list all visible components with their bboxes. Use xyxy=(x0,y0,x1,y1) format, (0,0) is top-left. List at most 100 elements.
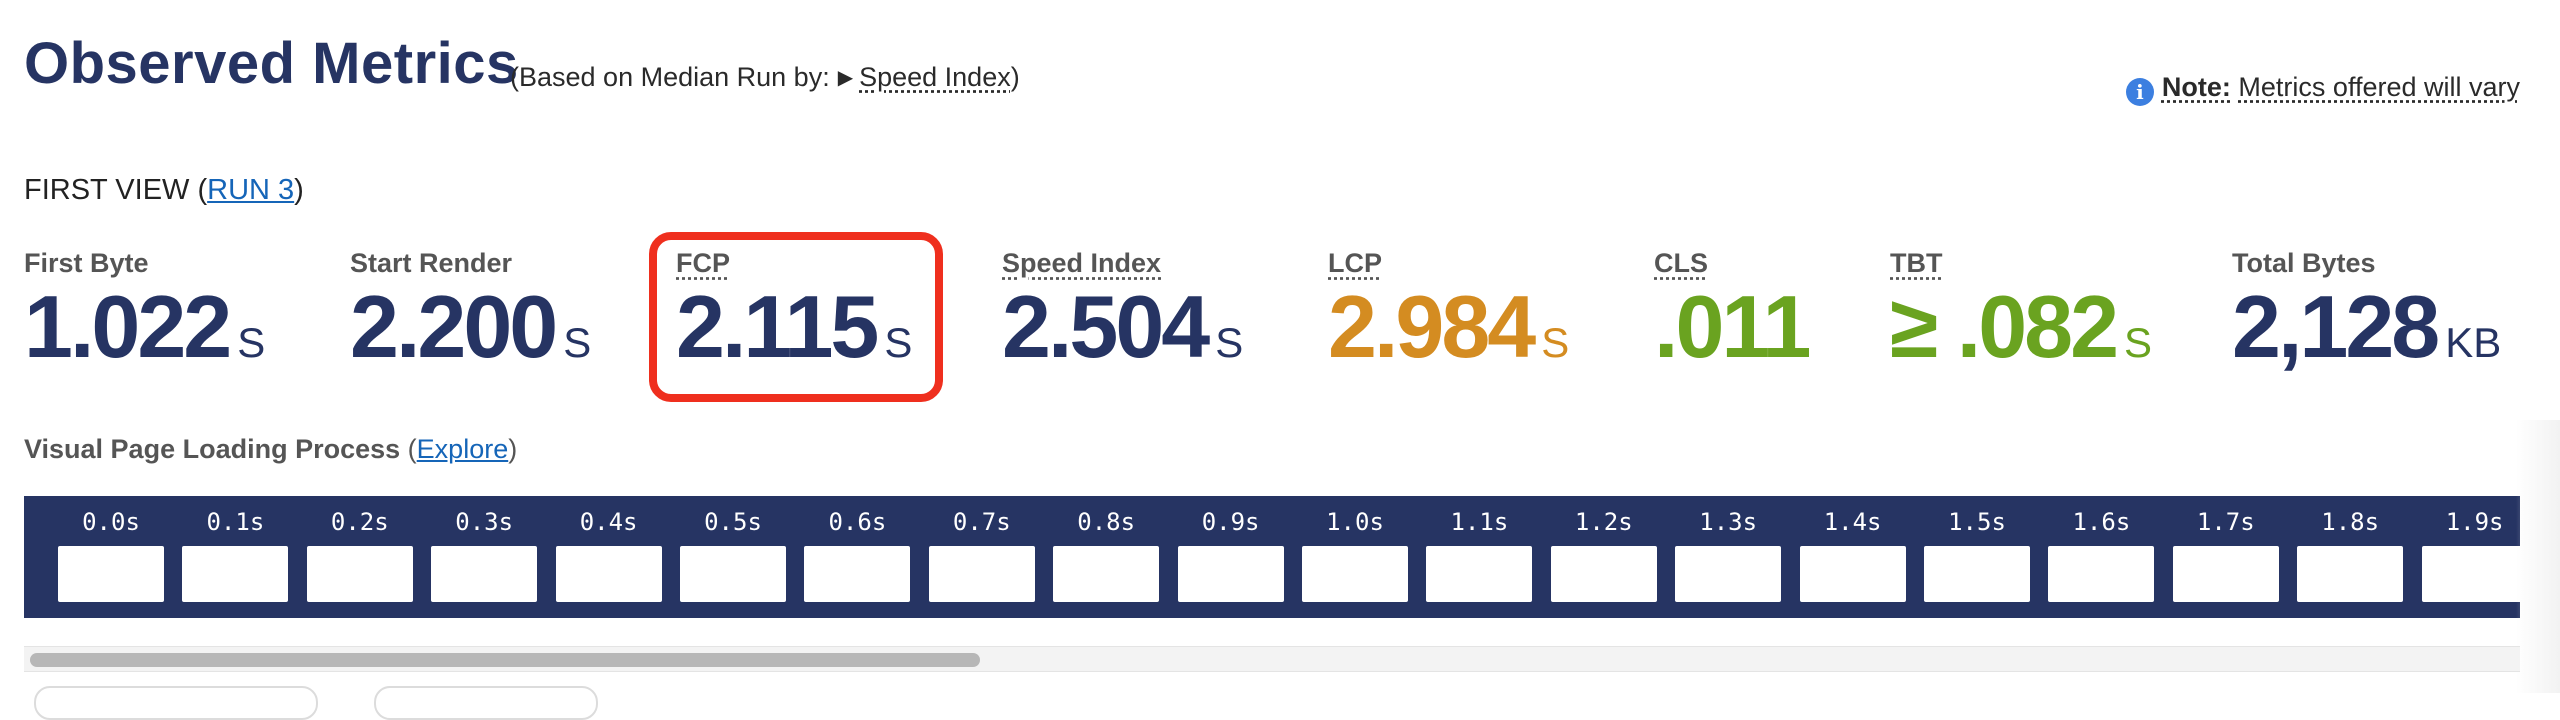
metric-label: Start Render xyxy=(350,248,513,278)
metric-label: First Byte xyxy=(24,248,149,278)
frame-time-label: 0.1s xyxy=(206,508,265,536)
filmstrip-frame[interactable]: 1.5s xyxy=(1924,496,2030,602)
metric-label[interactable]: FCP xyxy=(676,248,730,278)
filmstrip-frame[interactable]: 1.1s xyxy=(1426,496,1533,602)
explore-link[interactable]: Explore xyxy=(416,434,509,464)
filmstrip-frame[interactable]: 1.7s xyxy=(2172,496,2279,602)
frame-thumbnail[interactable] xyxy=(928,546,1035,602)
filmstrip-frame[interactable]: 1.3s xyxy=(1675,496,1782,602)
frame-thumbnail[interactable] xyxy=(1799,546,1906,602)
metric-unit: S xyxy=(237,319,266,366)
partial-control[interactable] xyxy=(34,686,318,720)
metric-speed-index: Speed Index 2.504 S xyxy=(1002,248,1243,373)
frame-thumbnail[interactable] xyxy=(2421,546,2520,602)
metrics-note[interactable]: i Note: Metrics offered will vary xyxy=(2125,72,2520,106)
metric-prefix: ≥ xyxy=(1890,277,1957,376)
frame-time-label: 0.3s xyxy=(455,508,514,536)
metric-total-bytes: Total Bytes 2,128 KB xyxy=(2232,248,2501,373)
metric-unit: S xyxy=(563,319,592,366)
frame-thumbnail[interactable] xyxy=(1177,546,1284,602)
metric-unit: S xyxy=(1215,319,1244,366)
frame-thumbnail[interactable] xyxy=(2172,546,2279,602)
filmstrip-frame[interactable]: 1.6s xyxy=(2048,496,2155,602)
frame-time-label: 0.0s xyxy=(82,508,140,536)
metric-label[interactable]: Speed Index xyxy=(1002,248,1162,278)
frame-thumbnail[interactable] xyxy=(804,546,911,602)
filmstrip-frame[interactable]: 1.4s xyxy=(1799,496,1906,602)
filmstrip-frame[interactable]: 0.8s xyxy=(1053,496,1160,602)
frame-thumbnail[interactable] xyxy=(2048,546,2155,602)
filmstrip-frame[interactable]: 0.9s xyxy=(1177,496,1284,602)
filmstrip-frame[interactable]: 1.9s xyxy=(2421,496,2520,602)
frame-time-label: 0.4s xyxy=(579,508,638,536)
frame-thumbnail[interactable] xyxy=(1426,546,1533,602)
frame-thumbnail[interactable] xyxy=(1302,546,1408,602)
filmstrip-scrollbar[interactable] xyxy=(24,646,2520,672)
frame-time-label: 1.8s xyxy=(2321,508,2380,536)
filmstrip-frame[interactable]: 0.4s xyxy=(555,496,662,602)
metric-fcp: FCP 2.115 S xyxy=(676,248,912,373)
filmstrip-frame[interactable]: 0.1s xyxy=(182,496,289,602)
metric-tbt: TBT ≥ .082 S xyxy=(1890,248,2152,373)
metric-unit: KB xyxy=(2445,319,2502,366)
frame-thumbnail[interactable] xyxy=(1550,546,1657,602)
frame-thumbnail[interactable] xyxy=(431,546,538,602)
filmstrip-frame[interactable]: 0.6s xyxy=(804,496,911,602)
page-title: Observed Metrics xyxy=(24,31,519,96)
filmstrip-frame[interactable]: 0.2s xyxy=(306,496,413,602)
filmstrip-frame[interactable]: 1.2s xyxy=(1550,496,1657,602)
frame-time-label: 1.6s xyxy=(2072,508,2131,536)
filmstrip-frame[interactable]: 0.5s xyxy=(680,496,786,602)
note-label: Note: xyxy=(2161,72,2231,102)
filmstrip-fade-edge xyxy=(2516,420,2560,693)
metric-label[interactable]: TBT xyxy=(1890,248,1943,278)
filmstrip-frame[interactable]: 1.0s xyxy=(1302,496,1408,602)
run-link[interactable]: RUN 3 xyxy=(207,174,295,206)
partial-control[interactable] xyxy=(374,686,598,720)
frame-time-label: 0.6s xyxy=(828,508,887,536)
frame-thumbnail[interactable] xyxy=(1053,546,1160,602)
disclosure-triangle-icon[interactable]: ▶ xyxy=(837,67,854,89)
metric-first-byte: First Byte 1.022 S xyxy=(24,248,265,373)
frame-thumbnail[interactable] xyxy=(555,546,662,602)
first-view-heading: FIRST VIEW (RUN 3) xyxy=(24,174,304,207)
metric-number: .082 xyxy=(1956,277,2119,376)
frame-thumbnail[interactable] xyxy=(58,546,164,602)
frame-time-label: 0.2s xyxy=(330,508,389,536)
frame-time-label: 0.5s xyxy=(704,508,762,536)
metric-label[interactable]: CLS xyxy=(1654,248,1708,278)
metric-number: 2.200 xyxy=(350,277,558,376)
frame-time-label: 0.8s xyxy=(1077,508,1136,536)
frame-thumbnail[interactable] xyxy=(1924,546,2030,602)
page-header: Observed Metrics (Based on Median Run by… xyxy=(24,30,2520,106)
frame-time-label: 1.5s xyxy=(1948,508,2006,536)
frame-time-label: 1.4s xyxy=(1823,508,1882,536)
metric-value: ≥ .082 S xyxy=(1890,280,2153,373)
metric-number: 2.504 xyxy=(1002,277,1210,376)
metric-unit: S xyxy=(2124,319,2153,366)
info-icon: i xyxy=(2125,78,2154,106)
frame-thumbnail[interactable] xyxy=(2297,546,2404,602)
filmstrip-frame[interactable]: 0.3s xyxy=(431,496,538,602)
metric-number: 2,128 xyxy=(2232,277,2440,376)
filmstrip-frame[interactable]: 1.8s xyxy=(2297,496,2404,602)
metric-unit: S xyxy=(884,319,913,366)
metric-label[interactable]: LCP xyxy=(1328,248,1382,278)
note-text: Metrics offered will vary xyxy=(2238,72,2520,102)
frame-thumbnail[interactable] xyxy=(182,546,289,602)
first-view-suffix: ) xyxy=(294,174,304,206)
median-metric-selector[interactable]: Speed Index xyxy=(859,62,1011,92)
frame-time-label: 0.7s xyxy=(952,508,1011,536)
filmstrip-frame[interactable]: 0.7s xyxy=(928,496,1035,602)
metric-value: 2.984 S xyxy=(1328,280,1569,373)
metric-label: Total Bytes xyxy=(2232,248,2376,278)
frame-thumbnail[interactable] xyxy=(1675,546,1782,602)
frame-thumbnail[interactable] xyxy=(680,546,786,602)
metric-start-render: Start Render 2.200 S xyxy=(350,248,591,373)
first-view-label: FIRST VIEW ( xyxy=(24,174,208,206)
filmstrip-frame[interactable]: 0.0s xyxy=(58,496,164,602)
scrollbar-thumb[interactable] xyxy=(30,653,980,667)
filmstrip[interactable]: 0.0s 0.1s 0.2s 0.3s 0.4s 0.5s 0.6s 0.7s 0.8s 0.9s… xyxy=(24,496,2520,618)
frame-thumbnail[interactable] xyxy=(306,546,413,602)
frame-time-label: 1.3s xyxy=(1699,508,1758,536)
